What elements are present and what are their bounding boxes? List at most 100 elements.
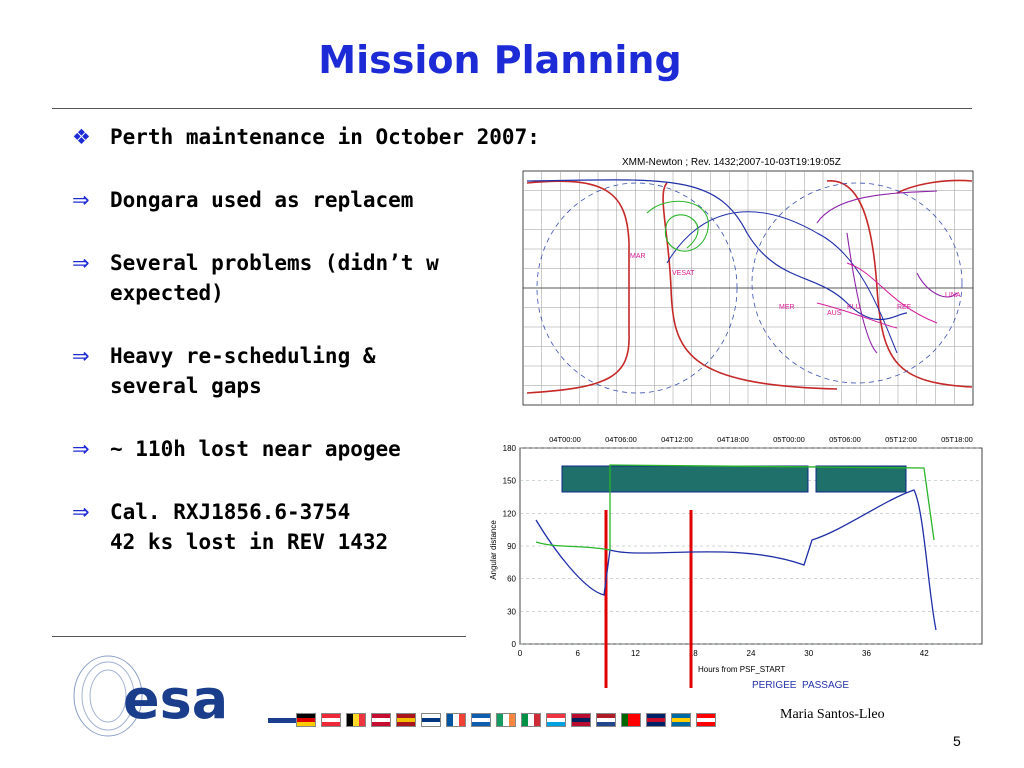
bullet-text: Dongara used as replacem — [110, 188, 414, 212]
top-tick-label: 05T12:00 — [885, 435, 917, 444]
bullet-item: ❖ Perth maintenance in October 2007: — [72, 122, 540, 152]
bullet-text: several gaps — [110, 374, 262, 398]
ground-track-magenta — [816, 262, 938, 329]
angular-curve-blue — [535, 489, 937, 631]
visibility-chart-title: XMM-Newton ; Rev. 1432;2007-10-03T19:19:… — [622, 157, 841, 168]
flag-spain-icon — [396, 713, 416, 727]
flag-united-kingdom-icon — [646, 713, 666, 727]
bullet-text: Cal. RXJ1856.6-3754 — [110, 500, 351, 524]
station-label-lina: LINA — [945, 292, 961, 299]
ground-track-blue — [526, 179, 908, 321]
arrow-bullet-icon: ⇒ — [72, 500, 90, 524]
schedule-bars-1 — [561, 465, 809, 493]
flag-sweden-icon — [671, 713, 691, 727]
x-tick-label: 12 — [631, 649, 640, 658]
y-tick-label: 60 — [507, 575, 516, 584]
flag-finland-icon — [421, 713, 441, 727]
station-label-ref: REF — [897, 304, 911, 311]
y-tick-label: 30 — [507, 607, 516, 616]
top-tick-label: 04T18:00 — [717, 435, 749, 444]
flag-greece-icon — [471, 713, 491, 727]
station-label-mer: MER — [779, 304, 795, 311]
ground-track-green — [646, 200, 709, 252]
visibility-dashed-circle-1 — [536, 182, 738, 394]
slide-title: Mission Planning — [318, 38, 682, 82]
top-tick-label: 04T12:00 — [661, 435, 693, 444]
y-tick-label: 90 — [507, 542, 516, 551]
plot-xlabel: Hours from PSF_START — [698, 665, 785, 674]
visibility-curve-red-3 — [826, 180, 973, 388]
angular-curve-green — [535, 464, 935, 551]
title-divider — [52, 108, 972, 109]
plot-y-ticks: 0 30 60 90 120 150 180 — [503, 444, 517, 649]
visibility-chart: XMM-Newton ; Rev. 1432;2007-10-03T19:19:… — [517, 153, 977, 411]
y-tick-label: 180 — [503, 444, 517, 453]
bullet-text: Heavy re-scheduling & — [110, 344, 376, 368]
member-state-flags — [296, 713, 716, 727]
author-name: Maria Santos-Lleo — [780, 707, 885, 722]
bullet-list: ❖ Perth maintenance in October 2007: ⇒ Dong… — [72, 122, 540, 590]
top-tick-label: 04T06:00 — [605, 435, 637, 444]
plot-top-ticks: 04T00:00 04T06:00 04T12:00 04T18:00 05T00:00… — [549, 435, 973, 444]
x-tick-label: 0 — [518, 649, 523, 658]
esa-logo-graphic: esa — [73, 655, 296, 737]
plot-x-ticks: 0 6 12 18 24 30 36 42 — [518, 649, 929, 658]
x-tick-label: 42 — [920, 649, 929, 658]
flag-denmark-icon — [371, 713, 391, 727]
ground-track-purple — [816, 190, 958, 354]
top-tick-label: 05T18:00 — [941, 435, 973, 444]
y-tick-label: 150 — [503, 477, 517, 486]
plot-footer: PERIGEE_PASSAGE — [752, 680, 849, 688]
arrow-bullet-icon: ⇒ — [72, 344, 90, 368]
visibility-curve-red-2 — [662, 182, 838, 390]
flag-switzerland-icon — [696, 713, 716, 727]
svg-text:esa: esa — [123, 668, 228, 731]
flag-portugal-icon — [621, 713, 641, 727]
arrow-bullet-icon: ⇒ — [72, 251, 90, 275]
visibility-dashed-circle-2 — [751, 182, 963, 384]
x-tick-label: 6 — [576, 649, 581, 658]
flag-austria-icon — [321, 713, 341, 727]
station-label-vesat: VESAT — [672, 270, 695, 277]
flag-norway-icon — [571, 713, 591, 727]
flag-belgium-icon — [346, 713, 366, 727]
station-label-mar: MAR — [630, 253, 646, 260]
bullet-text: expected) — [110, 281, 224, 305]
flag-luxembourg-icon — [546, 713, 566, 727]
x-tick-label: 36 — [862, 649, 871, 658]
y-tick-label: 120 — [503, 509, 517, 518]
x-tick-label: 30 — [804, 649, 813, 658]
bullet-item: ⇒ Cal. RXJ1856.6-3754 42 ks lost in REV 14… — [72, 497, 512, 557]
flag-germany-icon — [296, 713, 316, 727]
plot-ylabel: Angular distance — [489, 520, 498, 580]
flag-ireland-icon — [496, 713, 516, 727]
station-label-klu: KLU — [847, 304, 861, 311]
esa-logo: esa — [68, 652, 318, 742]
page-number: 5 — [953, 733, 961, 749]
schedule-bars-2 — [815, 465, 907, 493]
flag-italy-icon — [521, 713, 541, 727]
top-tick-label: 05T06:00 — [829, 435, 861, 444]
bottom-divider — [52, 636, 466, 637]
bullet-text: ~ 110h lost near apogee — [110, 437, 401, 461]
bullet-item: ⇒ Dongara used as replacem — [72, 185, 512, 215]
diamond-bullet-icon: ❖ — [72, 125, 91, 149]
station-label-aus: AUS — [827, 310, 842, 317]
bullet-item: ⇒ ~ 110h lost near apogee — [72, 434, 512, 464]
top-tick-label: 04T00:00 — [549, 435, 581, 444]
arrow-bullet-icon: ⇒ — [72, 188, 90, 212]
arrow-bullet-icon: ⇒ — [72, 437, 90, 461]
x-tick-label: 18 — [689, 649, 698, 658]
bullet-item: ⇒ Heavy re-scheduling & several gaps — [72, 341, 512, 401]
top-tick-label: 05T00:00 — [773, 435, 805, 444]
angular-distance-plot: 04T00:00 04T06:00 04T12:00 04T18:00 05T00:00… — [484, 430, 988, 688]
flag-france-icon — [446, 713, 466, 727]
bullet-item: ⇒ Several problems (didn’t w expected) — [72, 248, 512, 308]
x-tick-label: 24 — [747, 649, 756, 658]
bullet-text: Perth maintenance in October 2007: — [110, 125, 540, 149]
visibility-curve-red-4 — [896, 179, 973, 194]
bullet-text: 42 ks lost in REV 1432 — [110, 530, 389, 554]
visibility-curve-red-1 — [526, 180, 630, 394]
y-tick-label: 0 — [512, 640, 517, 649]
ground-track-blue-2 — [666, 211, 898, 354]
